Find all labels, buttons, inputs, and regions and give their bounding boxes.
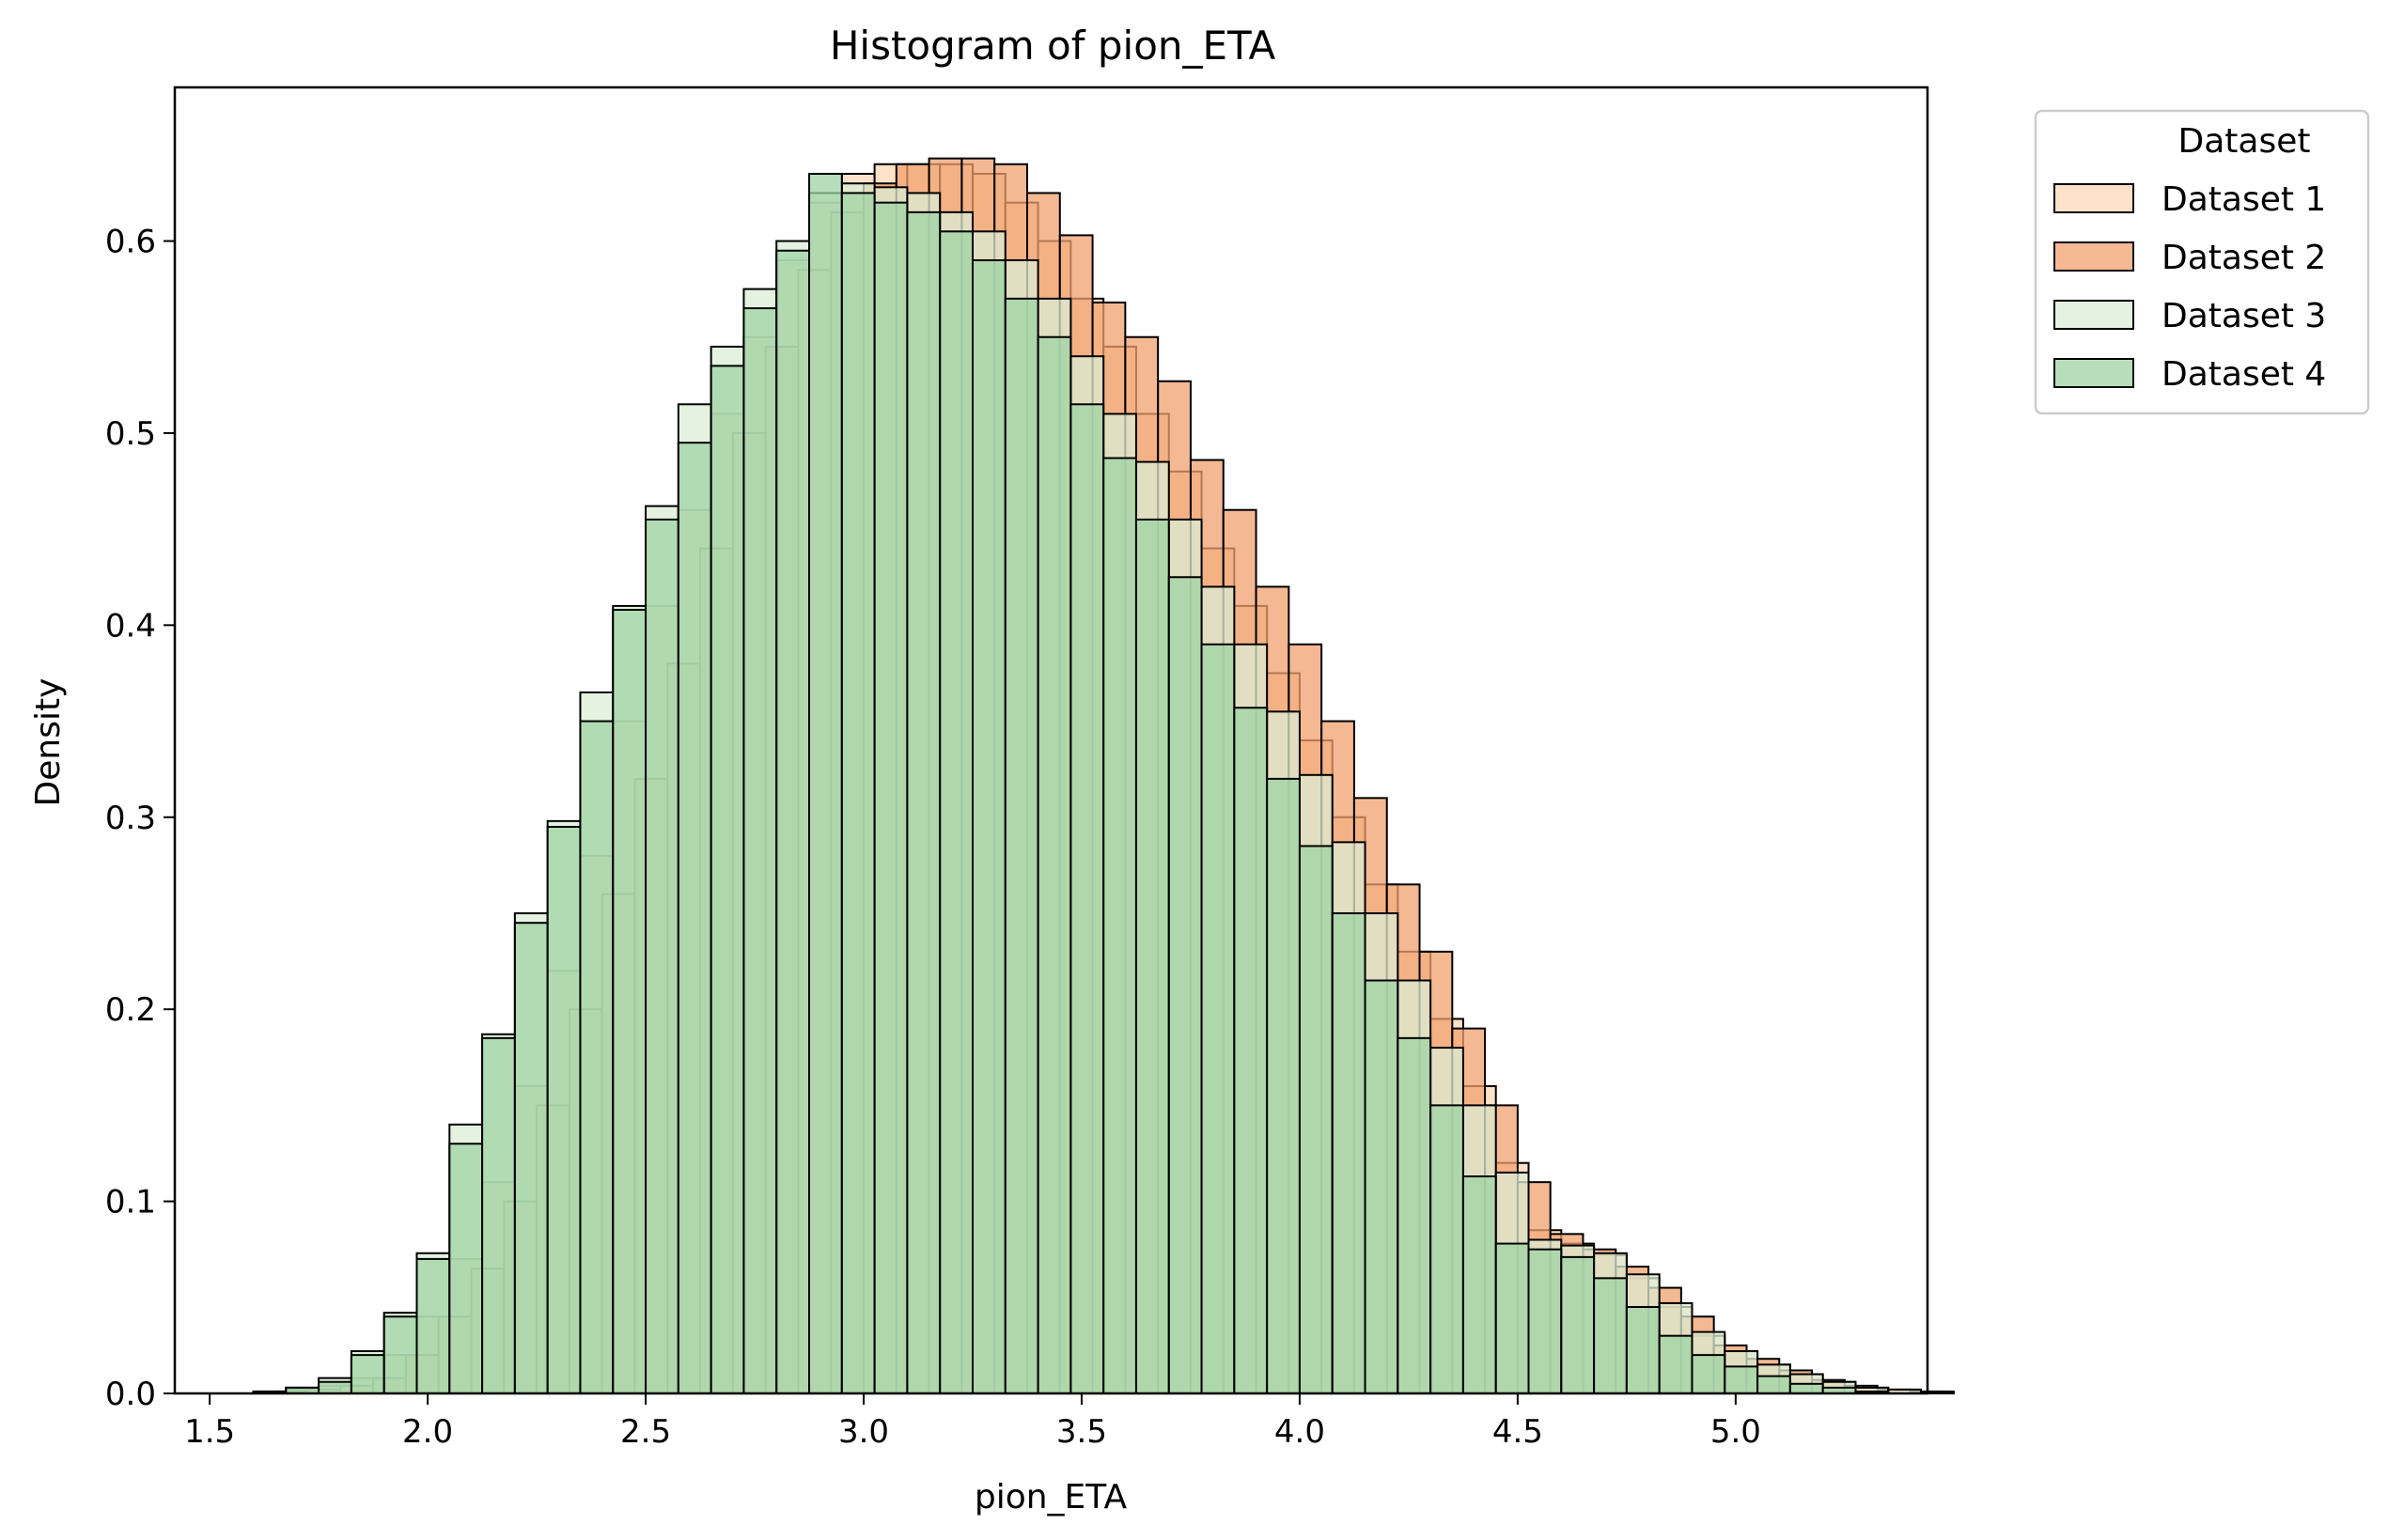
histogram-bar <box>1331 911 1366 1394</box>
histogram-bar <box>775 249 811 1394</box>
histogram-bar <box>971 258 1007 1394</box>
axes-frame <box>173 86 1929 1395</box>
histogram-bar <box>1756 1375 1791 1394</box>
y-tick-label: 0.6 <box>105 224 156 261</box>
histogram-bar <box>612 609 648 1394</box>
y-tick-label: 0.1 <box>105 1184 156 1221</box>
histogram-bar <box>318 1380 352 1395</box>
histogram-bar <box>1658 1334 1693 1395</box>
plot-area <box>252 157 1955 1395</box>
histogram-bar <box>1494 1242 1530 1395</box>
histogram-bar <box>742 307 778 1395</box>
histogram-bar <box>1200 643 1236 1394</box>
histogram-bar <box>546 825 582 1394</box>
x-tick-label: 2.0 <box>402 1413 453 1451</box>
histogram-bar <box>1102 457 1137 1394</box>
histogram-bar <box>1364 979 1399 1394</box>
histogram-bar <box>1429 1104 1464 1394</box>
histogram-bar <box>1167 576 1203 1394</box>
histogram-bar <box>840 192 876 1394</box>
histogram-bar <box>1266 777 1301 1394</box>
legend-swatch <box>2053 358 2134 388</box>
histogram-bar <box>1397 1036 1432 1395</box>
series-4 <box>252 172 1890 1395</box>
y-axis: 0.0 0.1 0.2 0.3 0.4 0.5 0.6 <box>105 224 175 1413</box>
x-tick-label: 2.5 <box>620 1413 671 1451</box>
histogram-bar <box>513 922 549 1394</box>
histogram-bar <box>1069 403 1105 1394</box>
histogram-bar <box>1625 1306 1661 1394</box>
y-tick-label: 0.4 <box>105 607 156 645</box>
legend-label: Dataset 1 <box>2162 180 2326 219</box>
legend: Dataset Dataset 1 Dataset 2 Dataset 3 Datas… <box>2034 109 2370 415</box>
histogram-bar <box>1691 1354 1726 1395</box>
histogram-bar <box>1134 518 1170 1394</box>
histogram-bar <box>1593 1277 1628 1394</box>
y-tick-label: 0.2 <box>105 991 156 1029</box>
histogram-bar <box>1788 1382 1824 1395</box>
x-tick-label: 3.0 <box>838 1413 889 1451</box>
histogram-bar <box>350 1354 385 1395</box>
histogram-bar <box>645 518 679 1394</box>
histogram-bar <box>481 1036 516 1395</box>
histogram-bar <box>579 720 615 1394</box>
legend-swatch <box>2053 300 2134 330</box>
legend-title: Dataset <box>2178 122 2311 161</box>
histogram-bar <box>382 1315 418 1395</box>
histogram-bar <box>710 365 745 1394</box>
histogram-bar <box>939 230 974 1394</box>
legend-swatch <box>2053 241 2134 272</box>
x-tick-label: 4.5 <box>1492 1413 1543 1451</box>
legend-label: Dataset 2 <box>2162 239 2326 277</box>
histogram-bar <box>1461 1175 1497 1394</box>
histogram-bar <box>1004 297 1039 1395</box>
chart-title: Histogram of pion_ETA <box>830 23 1276 69</box>
histogram-bar <box>1560 1255 1596 1395</box>
histogram-bar <box>1233 707 1269 1394</box>
x-axis-label: pion_ETA <box>975 1478 1128 1517</box>
histogram-bar <box>1724 1365 1759 1394</box>
legend-label: Dataset 3 <box>2162 297 2326 335</box>
histogram-bar <box>873 201 909 1394</box>
x-tick-label: 1.5 <box>184 1413 235 1451</box>
histogram-bar <box>1298 845 1334 1394</box>
histogram-bar <box>906 210 942 1394</box>
histogram-bar <box>677 442 712 1395</box>
y-tick-label: 0.5 <box>105 415 156 453</box>
legend-label: Dataset 4 <box>2162 355 2326 394</box>
legend-swatch <box>2053 183 2134 213</box>
y-tick-label: 0.3 <box>105 800 156 837</box>
histogram-bar <box>415 1257 451 1394</box>
histogram-bar <box>1037 335 1072 1394</box>
y-tick-label: 0.0 <box>105 1376 156 1413</box>
x-axis: 1.5 2.0 2.5 3.0 3.5 4.0 4.5 5.0 <box>184 1393 1761 1451</box>
histogram-bar <box>448 1143 484 1394</box>
histogram-bar <box>808 172 843 1394</box>
x-tick-label: 4.0 <box>1274 1413 1325 1451</box>
x-tick-label: 3.5 <box>1056 1413 1107 1451</box>
x-tick-label: 5.0 <box>1710 1413 1761 1451</box>
y-axis-label: Density <box>29 678 68 807</box>
histogram-bar <box>1527 1248 1563 1394</box>
